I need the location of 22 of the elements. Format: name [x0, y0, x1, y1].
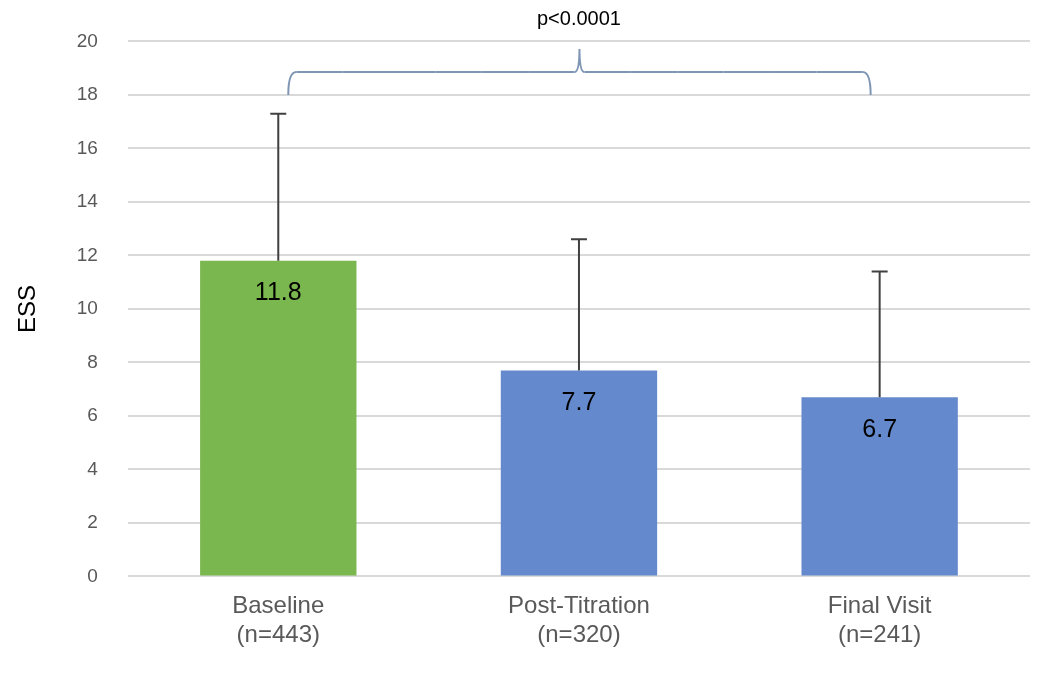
y-axis-title: ESS	[13, 284, 41, 333]
y-tick-label: 0	[87, 564, 98, 586]
y-tick-label: 6	[87, 404, 98, 426]
y-tick-label: 10	[76, 297, 98, 319]
x-tick-label: Baseline (n=443)	[232, 591, 325, 648]
y-tick-label: 16	[76, 136, 98, 158]
x-tick-label: Post-Titration (n=320)	[508, 591, 650, 648]
y-tick-label: 8	[87, 350, 98, 372]
bar	[200, 260, 357, 576]
bar	[801, 397, 958, 576]
bar	[500, 370, 658, 576]
y-tick-label: 14	[76, 190, 99, 212]
y-tick-label: 2	[87, 511, 98, 533]
data-label: 7.7	[561, 386, 597, 415]
data-label: 6.7	[862, 413, 898, 442]
y-tick-label: 18	[76, 83, 98, 105]
text: p<0.0001	[536, 6, 621, 29]
y-tick-label: 20	[76, 29, 98, 51]
data-label: 11.8	[254, 277, 302, 306]
x-tick-label: Final Visit (n=241)	[827, 591, 932, 648]
y-tick-label: 12	[76, 243, 98, 265]
y-tick-label: 4	[87, 457, 99, 479]
